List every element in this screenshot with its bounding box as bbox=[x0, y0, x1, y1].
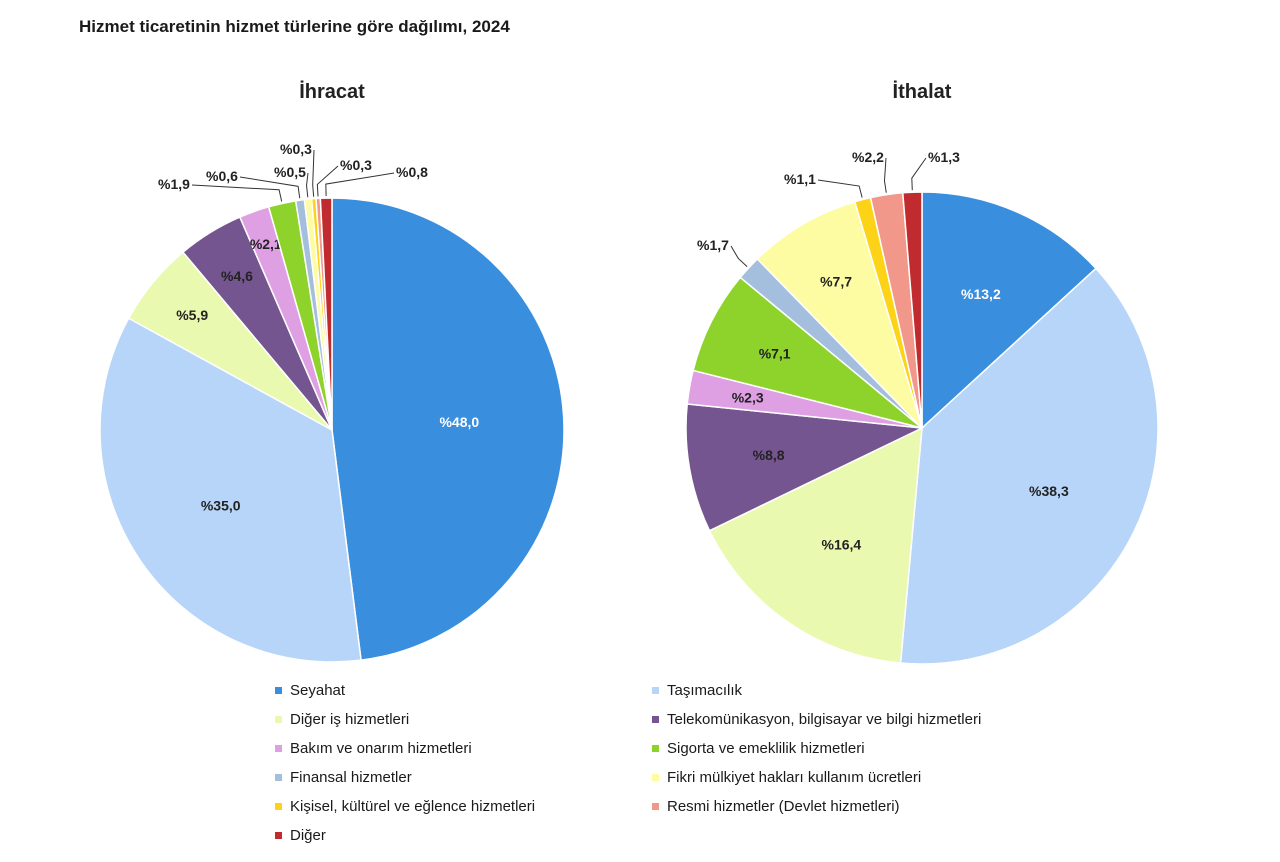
legend-swatch bbox=[652, 773, 659, 781]
legend-item: Fikri mülkiyet hakları kullanım ücretler… bbox=[652, 767, 921, 787]
slice-ihracat-1 bbox=[99, 317, 362, 663]
legend-item: Telekomünikasyon, bilgisayar ve bilgi hi… bbox=[652, 709, 981, 729]
slice-ihracat-10 bbox=[319, 197, 333, 431]
data-label-ihracat-4: %2,1 bbox=[250, 236, 282, 252]
data-label-ithalat-5: %7,1 bbox=[759, 345, 791, 361]
legend-label: Finansal hizmetler bbox=[290, 768, 412, 786]
leader-line-ihracat-5 bbox=[191, 184, 283, 202]
legend-swatch bbox=[275, 831, 282, 839]
legend-label: Taşımacılık bbox=[667, 681, 743, 699]
legend-item: Diğer iş hizmetleri bbox=[275, 709, 409, 729]
legend-swatch bbox=[652, 802, 659, 810]
data-label-ithalat-0: %13,2 bbox=[961, 286, 1001, 302]
legend-label: Telekomünikasyon, bilgisayar ve bilgi hi… bbox=[667, 710, 982, 728]
slice-ithalat-7 bbox=[756, 200, 923, 429]
legend-label: Diğer iş hizmetleri bbox=[290, 710, 410, 728]
legend-item: Kişisel, kültürel ve eğlence hizmetleri bbox=[275, 796, 535, 816]
leader-line-ithalat-6 bbox=[730, 245, 748, 267]
leader-line-ihracat-8 bbox=[312, 149, 315, 197]
pie-chart-ihracat: İhracat %48,0 %35,0 %5,9 %4,6 %2,1 %1,9 %0,6 %0,… bbox=[99, 80, 565, 663]
pie-charts: İhracat %48,0 %35,0 %5,9 %4,6 %2,1 %1,9 %0,6 %0,… bbox=[99, 80, 1159, 665]
legend-swatch bbox=[652, 686, 659, 694]
page-title: Hizmet ticaretinin hizmet türlerine göre… bbox=[79, 17, 510, 36]
data-label-ihracat-6: %0,6 bbox=[206, 168, 238, 184]
chart-title-ithalat: İthalat bbox=[893, 80, 952, 103]
leader-line-ihracat-10 bbox=[325, 172, 395, 197]
leader-line-ithalat-8 bbox=[817, 179, 863, 198]
legend-swatch bbox=[652, 715, 659, 723]
legend-item: Resmi hizmetler (Devlet hizmetleri) bbox=[652, 796, 900, 816]
legend-label: Kişisel, kültürel ve eğlence hizmetleri bbox=[290, 797, 536, 815]
chart-title-ihracat: İhracat bbox=[299, 80, 365, 103]
legend-item: Seyahat bbox=[275, 680, 345, 700]
data-label-ihracat-0: %48,0 bbox=[439, 414, 479, 430]
slice-ithalat-0 bbox=[921, 191, 1097, 430]
slice-ithalat-10 bbox=[901, 191, 923, 429]
leader-line-ihracat-6 bbox=[239, 176, 301, 199]
legend-swatch bbox=[275, 686, 282, 694]
leader-line-ithalat-9 bbox=[883, 157, 887, 193]
legend-swatch bbox=[275, 773, 282, 781]
legend-swatch bbox=[275, 744, 282, 752]
data-label-ihracat-2: %5,9 bbox=[176, 307, 208, 323]
data-label-ithalat-9: %2,2 bbox=[852, 149, 884, 165]
legend-label: Bakım ve onarım hizmetleri bbox=[290, 739, 472, 757]
legend-label: Sigorta ve emeklilik hizmetleri bbox=[667, 739, 865, 757]
data-label-ihracat-3: %4,6 bbox=[221, 268, 253, 284]
data-label-ithalat-3: %8,8 bbox=[753, 447, 785, 463]
data-label-ithalat-8: %1,1 bbox=[784, 171, 816, 187]
legend-swatch bbox=[275, 802, 282, 810]
pie-chart-ithalat: İthalat %13,2 %38,3 %16,4 %8,8 %2,3 %7,1 %1,7 %7… bbox=[685, 80, 1159, 665]
data-label-ihracat-8: %0,3 bbox=[280, 141, 312, 157]
data-label-ithalat-10: %1,3 bbox=[928, 149, 960, 165]
legend-label: Seyahat bbox=[290, 681, 346, 699]
data-label-ithalat-1: %38,3 bbox=[1029, 483, 1069, 499]
data-label-ihracat-5: %1,9 bbox=[158, 176, 190, 192]
slice-ithalat-5 bbox=[692, 276, 923, 429]
data-label-ihracat-9: %0,3 bbox=[340, 157, 372, 173]
data-label-ithalat-6: %1,7 bbox=[697, 237, 729, 253]
legend-item: Bakım ve onarım hizmetleri bbox=[275, 738, 472, 758]
leader-line-ihracat-9 bbox=[316, 165, 339, 197]
legend-item: Diğer bbox=[275, 825, 326, 845]
slice-ihracat-0 bbox=[331, 197, 565, 662]
legend-label: Resmi hizmetler (Devlet hizmetleri) bbox=[667, 797, 900, 815]
slice-ithalat-1 bbox=[899, 267, 1159, 665]
data-label-ithalat-4: %2,3 bbox=[732, 389, 764, 405]
legend-item: Taşımacılık bbox=[652, 680, 742, 700]
data-label-ihracat-7: %0,5 bbox=[274, 164, 306, 180]
data-label-ihracat-1: %35,0 bbox=[201, 498, 241, 514]
legend-swatch bbox=[275, 715, 282, 723]
legend-item: Finansal hizmetler bbox=[275, 767, 412, 787]
legend-swatch bbox=[652, 744, 659, 752]
data-label-ithalat-2: %16,4 bbox=[822, 536, 862, 552]
leader-line-ithalat-10 bbox=[911, 157, 927, 191]
legend-label: Diğer bbox=[290, 826, 326, 844]
slice-ithalat-3 bbox=[685, 403, 925, 532]
data-label-ihracat-10: %0,8 bbox=[396, 164, 428, 180]
slice-ithalat-2 bbox=[708, 426, 923, 664]
legend-item: Sigorta ve emeklilik hizmetleri bbox=[652, 738, 865, 758]
data-label-ithalat-7: %7,7 bbox=[820, 273, 852, 289]
legend-label: Fikri mülkiyet hakları kullanım ücretler… bbox=[667, 768, 922, 786]
leader-line-ihracat-7 bbox=[306, 172, 309, 198]
